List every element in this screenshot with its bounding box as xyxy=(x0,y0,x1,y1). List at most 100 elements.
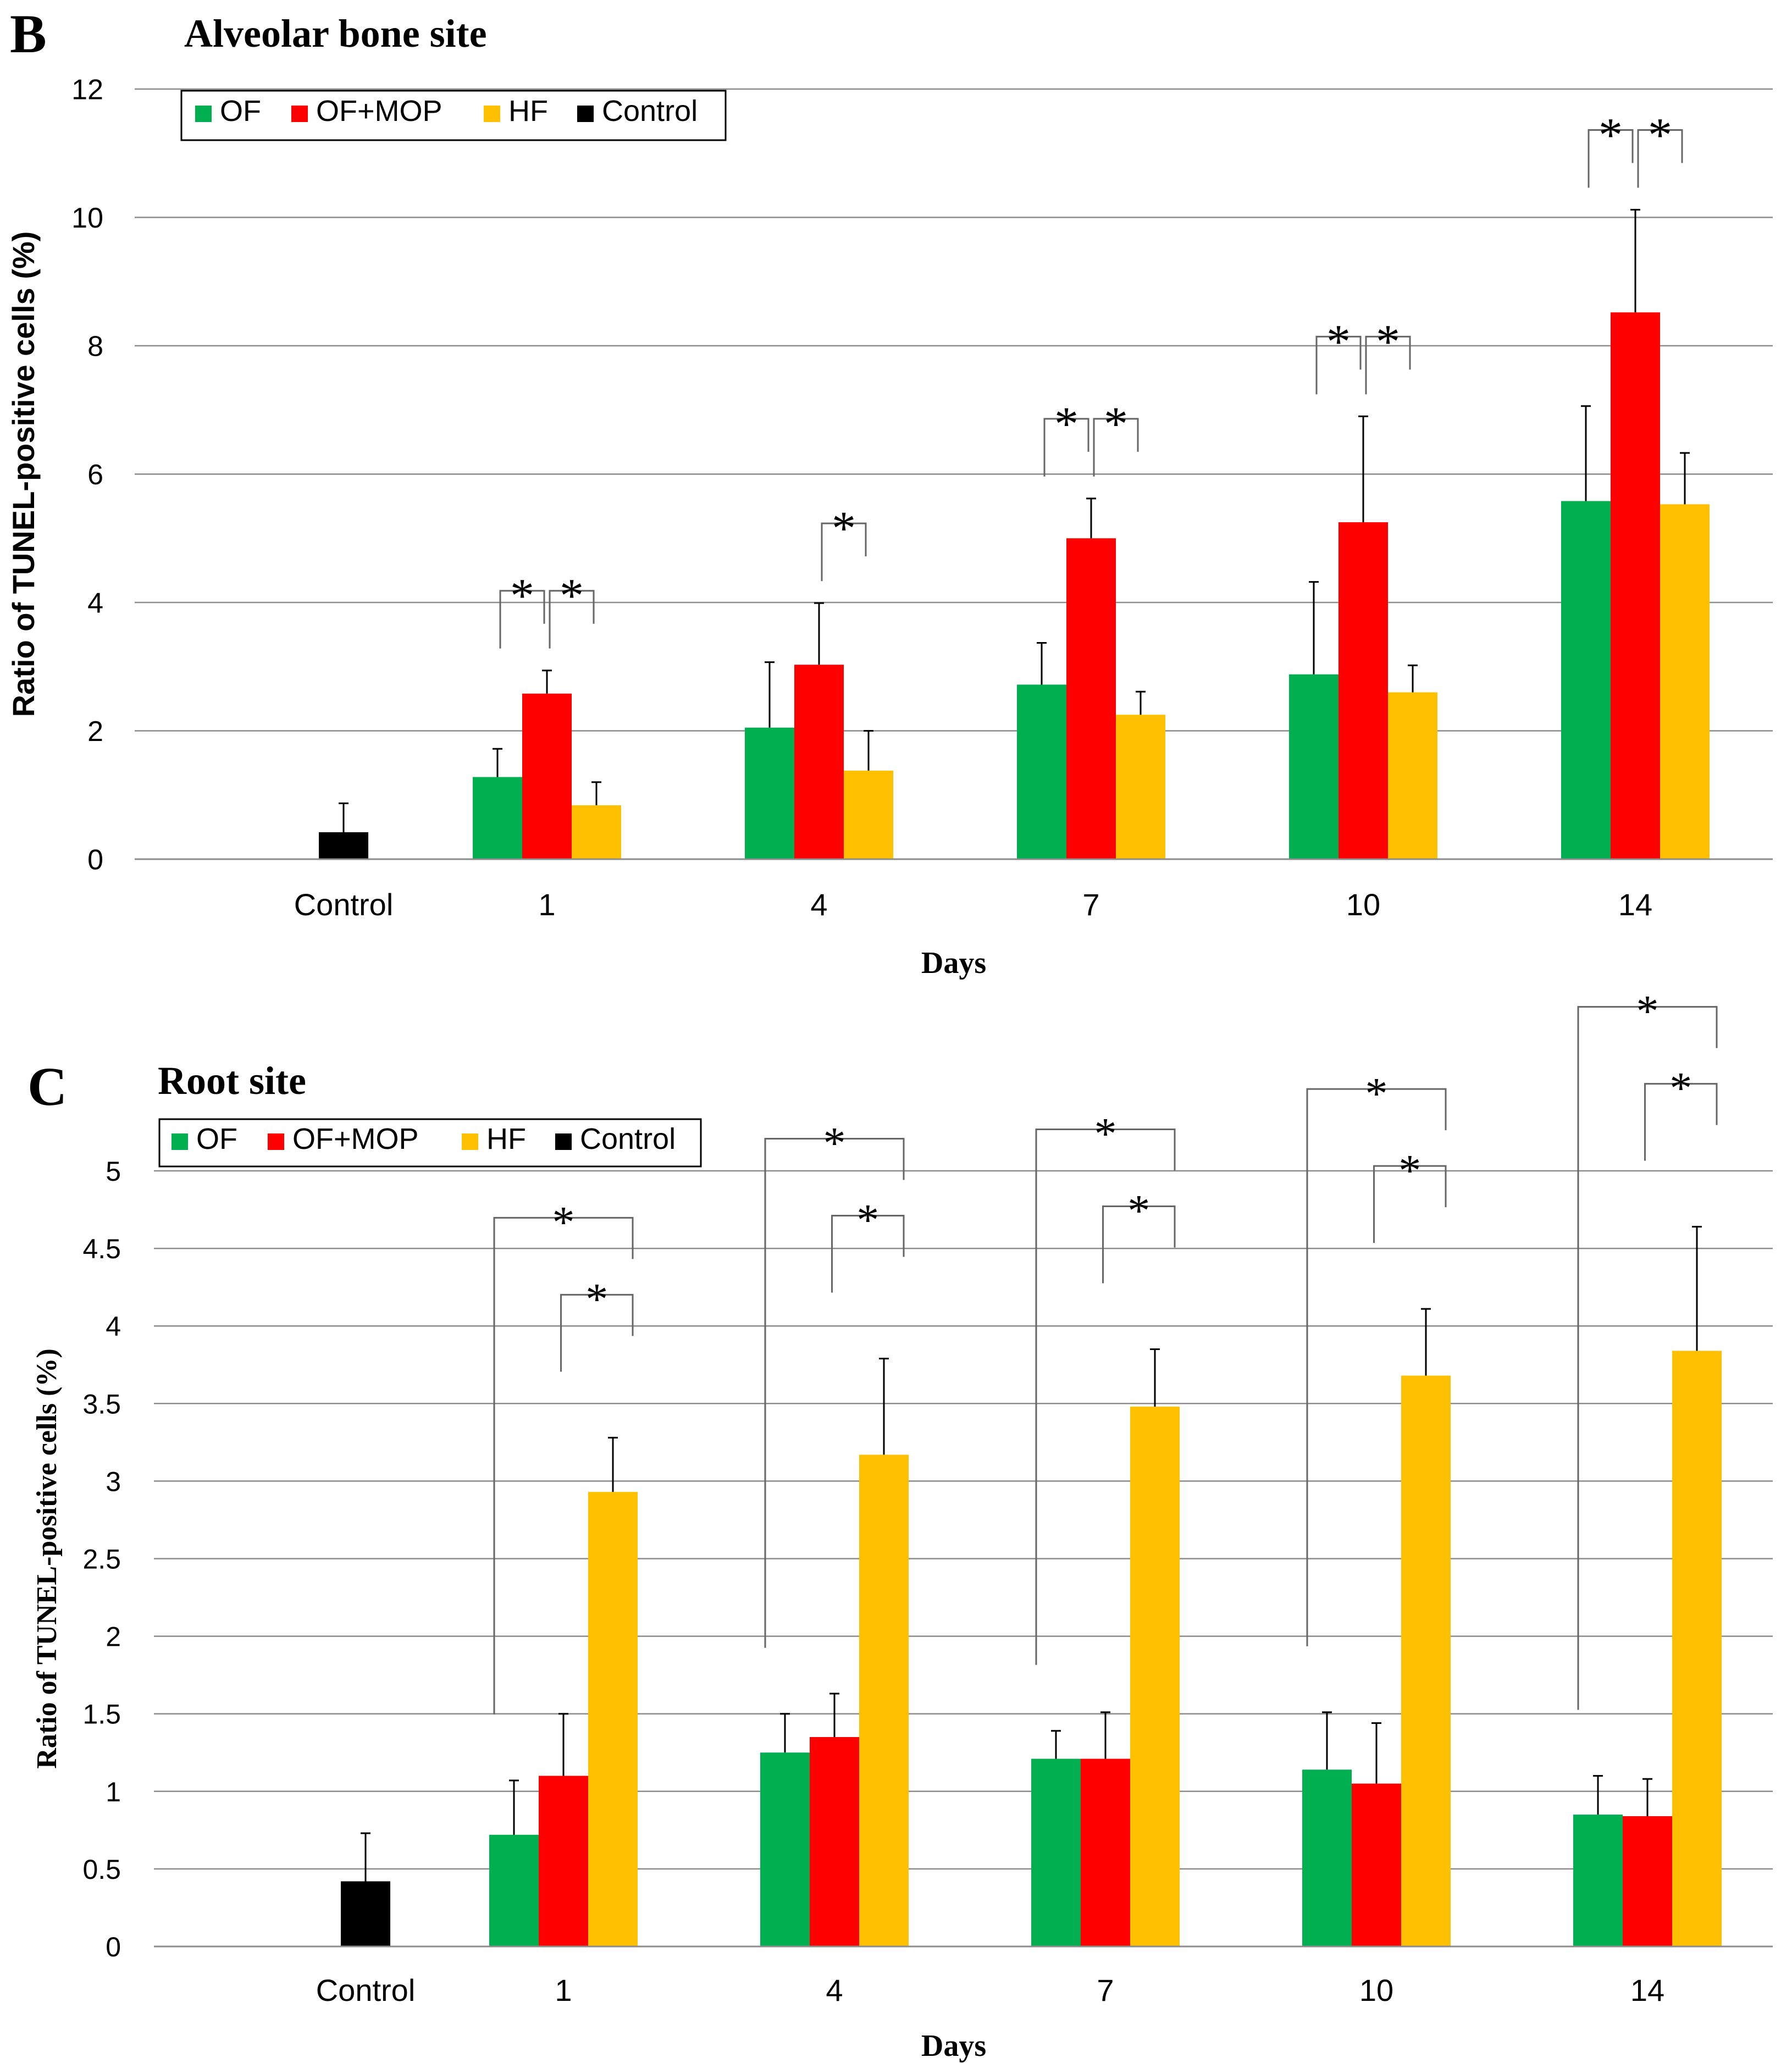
legend-label: HF xyxy=(486,1122,526,1155)
legend: OF OF+MOP HF Control xyxy=(180,90,727,141)
legend-items: OF OF+MOP HF Control xyxy=(195,95,698,128)
legend-label: OF+MOP xyxy=(292,1122,419,1155)
significance-bracket xyxy=(1577,1006,1718,1710)
x-category-label: 7 xyxy=(1082,887,1099,922)
significance-star: * xyxy=(552,1197,575,1247)
legend-label: OF xyxy=(220,95,261,128)
bar-of-mop-7 xyxy=(1066,538,1116,859)
y-tick-label: 10 xyxy=(71,202,103,234)
significance-star: * xyxy=(856,1195,879,1245)
y-tick-label: 6 xyxy=(87,459,103,491)
y-tick-label: 3 xyxy=(106,1466,121,1497)
significance-bracket xyxy=(1093,418,1139,477)
significance-bracket xyxy=(1043,418,1089,477)
legend-box xyxy=(180,90,727,141)
bar-of-mop-14 xyxy=(1623,1816,1672,1946)
panel-c-root-site-chart: C Root site 00.511.522.533.544.55 ** ****… xyxy=(27,986,1773,2063)
legend-label: OF xyxy=(196,1122,237,1155)
x-category-label: 14 xyxy=(1630,1973,1664,2007)
bar-hf-14 xyxy=(1672,1351,1722,1946)
legend-items: OF OF+MOP HF Control xyxy=(172,1122,676,1155)
bar-of-7 xyxy=(1017,684,1066,859)
significance-star: * xyxy=(1054,397,1078,451)
x-category-label: 1 xyxy=(538,887,555,922)
bar-hf-4 xyxy=(844,770,893,859)
bar-hf-10 xyxy=(1401,1375,1451,1946)
y-tick-label: 2 xyxy=(87,716,103,748)
bar-hf-1 xyxy=(572,805,621,859)
significance-brackets: ** ****** ** xyxy=(493,986,1718,1715)
significance-star: * xyxy=(1669,1063,1692,1113)
bar-of-mop-4 xyxy=(810,1737,859,1946)
significance-star: * xyxy=(1326,316,1351,369)
legend-swatch-of xyxy=(172,1133,188,1150)
legend-label: Control xyxy=(580,1122,676,1155)
y-tick-labels: 0 2 4 6 8 10 12 xyxy=(71,74,103,876)
bar-of-mop-1 xyxy=(522,693,572,859)
bar-hf-1 xyxy=(588,1492,638,1946)
y-tick-label: 4 xyxy=(87,588,103,620)
y-tick-labels: 0 0.5 1 1.5 2 2.5 3 3.5 4 4.5 5 xyxy=(82,1156,121,1962)
bar-control-control xyxy=(319,832,368,859)
bar-of-mop-14 xyxy=(1611,312,1660,859)
y-tick-label: 0 xyxy=(87,844,103,876)
y-axis-label: Ratio of TUNEL-positive cells (%) xyxy=(6,231,41,717)
bar-hf-4 xyxy=(859,1454,909,1946)
x-category-label: 1 xyxy=(555,1973,572,2007)
significance-star: * xyxy=(1094,1109,1117,1159)
x-category-label: Control xyxy=(316,1973,416,2007)
significance-bracket xyxy=(499,590,545,649)
significance-bracket xyxy=(821,522,867,582)
legend-swatch-of-mop xyxy=(291,106,308,122)
bar-of-mop-1 xyxy=(539,1776,588,1946)
y-tick-label: 3.5 xyxy=(82,1389,121,1419)
legend-label: HF xyxy=(508,95,548,128)
significance-star: * xyxy=(1376,316,1400,369)
bar-of-7 xyxy=(1031,1758,1081,1946)
x-axis-label: Days xyxy=(921,2029,986,2063)
y-tick-label: 1 xyxy=(106,1777,121,1807)
bar-of-mop-10 xyxy=(1339,522,1388,859)
bar-hf-14 xyxy=(1660,504,1710,859)
y-tick-label: 0.5 xyxy=(82,1854,121,1885)
legend-swatch-of xyxy=(195,106,212,122)
y-axis-label: Ratio of TUNEL-positive cells (%) xyxy=(31,1348,63,1769)
legend-swatch-control xyxy=(577,106,594,122)
legend: OF OF+MOP HF Control xyxy=(158,1118,702,1168)
x-category-labels: Control 1 4 7 10 14 xyxy=(294,887,1652,922)
significance-star: * xyxy=(1599,109,1623,162)
chart-title-root: Root site xyxy=(158,1059,306,1103)
significance-bracket xyxy=(1315,335,1362,395)
bar-hf-10 xyxy=(1388,692,1437,859)
bar-of-14 xyxy=(1561,501,1611,859)
legend-swatch-control xyxy=(555,1133,572,1150)
x-category-label: 4 xyxy=(810,887,827,922)
bar-of-mop-7 xyxy=(1081,1758,1130,1946)
significance-bracket xyxy=(1373,1165,1447,1243)
y-tick-label: 8 xyxy=(87,331,103,363)
significance-bracket xyxy=(1306,1088,1447,1646)
gridlines xyxy=(154,1170,1773,1870)
significance-bracket xyxy=(549,590,595,649)
significance-star: * xyxy=(1127,1186,1150,1236)
y-tick-label: 1.5 xyxy=(82,1699,121,1730)
significance-bracket xyxy=(1102,1205,1176,1284)
significance-bracket xyxy=(560,1293,634,1372)
significance-bracket xyxy=(1637,129,1683,188)
bar-of-1 xyxy=(473,777,522,859)
significance-star: * xyxy=(1398,1145,1421,1195)
y-tick-label: 4 xyxy=(106,1311,121,1342)
significance-star: * xyxy=(823,1118,846,1168)
bar-hf-7 xyxy=(1130,1406,1180,1946)
significance-bracket xyxy=(493,1216,634,1715)
y-tick-label: 5 xyxy=(106,1156,121,1187)
bar-of-mop-10 xyxy=(1352,1783,1401,1946)
y-tick-label: 0 xyxy=(106,1932,121,1962)
bar-of-mop-4 xyxy=(794,665,844,859)
x-axis-label: Days xyxy=(921,946,986,980)
significance-bracket xyxy=(831,1214,905,1293)
significance-bracket xyxy=(1644,1083,1718,1161)
significance-star: * xyxy=(1636,986,1659,1036)
